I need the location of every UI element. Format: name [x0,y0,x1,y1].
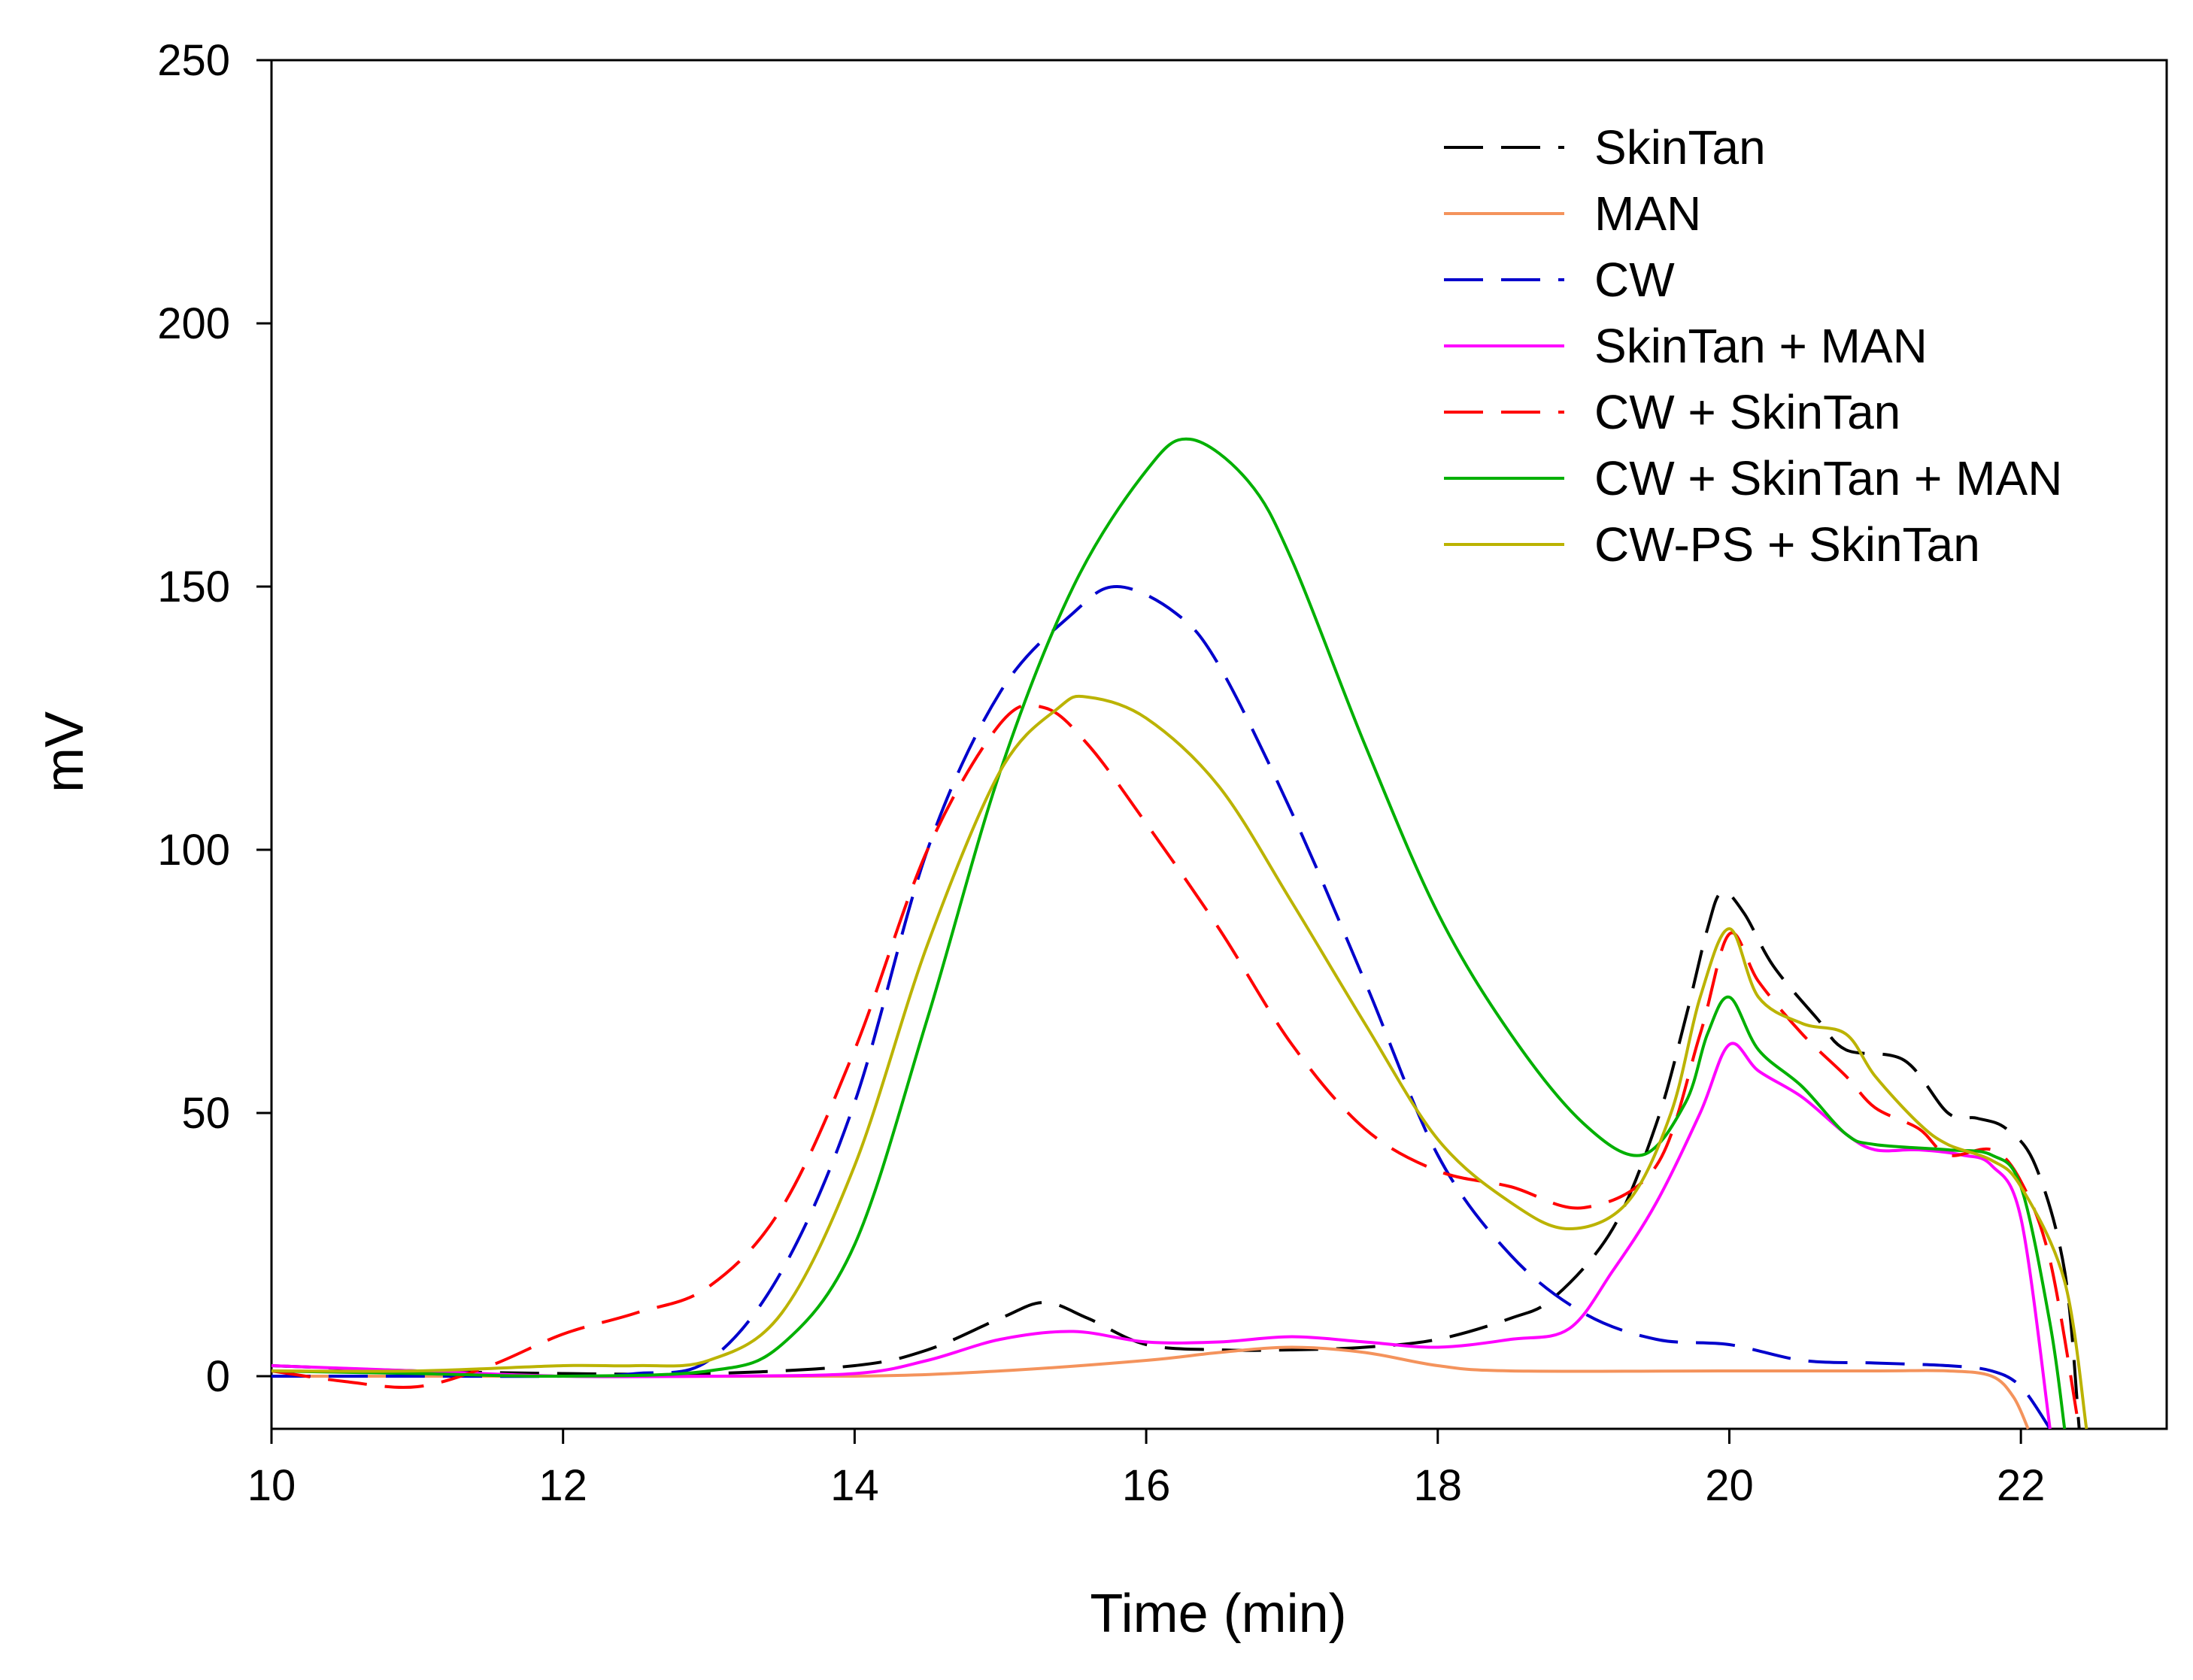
series-line-skintan [271,890,2081,1430]
legend-label-cw-skintan-man: CW + SkinTan + MAN [1594,451,2062,505]
y-tick-label: 200 [157,299,230,348]
y-axis-title: mV [35,711,95,793]
y-axis-ticks: 0 50 100 150 200 250 [157,36,271,1401]
x-tick-label: 20 [1705,1461,1754,1510]
y-tick-label: 100 [157,826,230,875]
legend-label-skintan-man: SkinTan + MAN [1594,319,1928,373]
plot-frame [270,59,2168,1430]
series-line-cw-skintan-man [271,437,2067,1430]
series-line-skintan-man [271,1042,2052,1430]
y-tick-label: 0 [206,1352,230,1401]
y-tick-label: 150 [157,563,230,611]
x-tick-label: 18 [1414,1461,1463,1510]
legend-label-skintan: SkinTan [1594,120,1766,174]
x-axis-ticks: 10 12 14 16 18 20 22 [247,1429,2046,1510]
x-axis-title: Time (min) [1090,1584,1346,1644]
x-tick-label: 10 [247,1461,296,1510]
legend-label-cw: CW [1594,253,1675,307]
x-tick-label: 12 [538,1461,587,1510]
y-tick-label: 250 [157,36,230,85]
legend-label-cw-skintan: CW + SkinTan [1594,385,1900,439]
series-lines [271,437,2088,1430]
x-tick-label: 16 [1122,1461,1171,1510]
series-line-cw-skintan [271,703,2081,1430]
series-line-cw [271,585,2052,1430]
series-line-man [271,1345,2030,1430]
legend-label-cw-ps-skintan: CW-PS + SkinTan [1594,517,1980,572]
x-tick-label: 22 [1997,1461,2046,1510]
legend: SkinTan MAN CW SkinTan + MAN CW + SkinTan CW … [1444,120,2062,572]
series-line-cw-ps-skintan [271,694,2088,1430]
y-tick-label: 50 [181,1089,230,1138]
x-tick-label: 14 [830,1461,879,1510]
legend-label-man: MAN [1594,186,1701,241]
